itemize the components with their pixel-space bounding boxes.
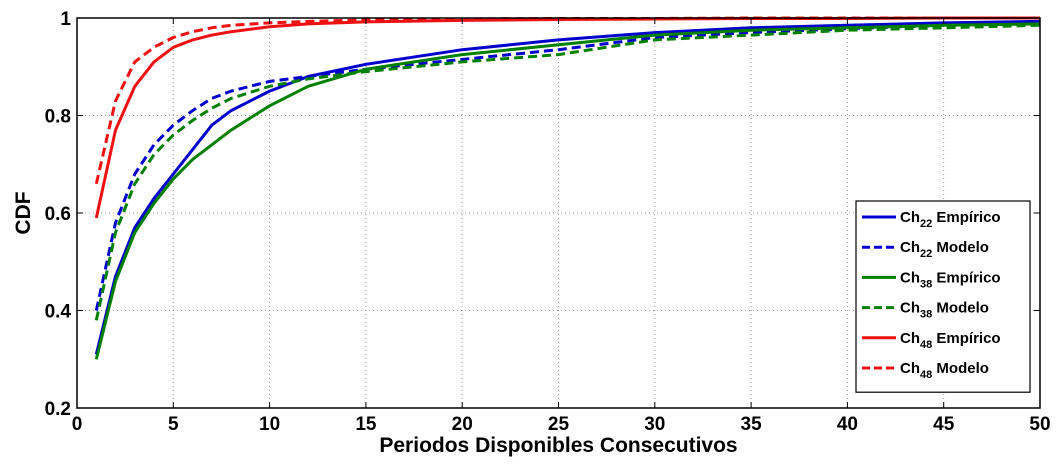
x-axis-label: Periodos Disponibles Consecutivos xyxy=(379,434,737,457)
y-tick-label: 0.8 xyxy=(45,107,71,128)
x-tick-label: 5 xyxy=(168,414,179,435)
legend-label-2: Ch38 Empírico xyxy=(900,269,1001,290)
legend-box xyxy=(855,200,1031,393)
series-line-3 xyxy=(94,23,1041,321)
x-tick-label: 25 xyxy=(548,414,570,435)
y-axis-label: CDF xyxy=(12,191,35,234)
x-tick-label: 35 xyxy=(741,414,763,435)
series-line-4 xyxy=(94,16,1040,219)
y-tick-label: 0.4 xyxy=(45,302,72,323)
legend-label-5: Ch48 Modelo xyxy=(900,360,989,381)
series-line-0 xyxy=(94,19,1041,355)
legend-label-4: Ch48 Empírico xyxy=(900,330,1001,351)
x-tick-label: 40 xyxy=(837,414,858,435)
x-tick-label: 50 xyxy=(1029,414,1050,435)
y-tick-label: 0.6 xyxy=(45,204,71,225)
y-tick-label: 1 xyxy=(60,9,71,30)
legend-label-3: Ch38 Modelo xyxy=(900,300,989,321)
ticks: 0 5 10 15 20 25 30 35 40 45 50 0.2 0.4 0.6 0.8 1 xyxy=(45,9,1051,435)
grid xyxy=(77,18,1040,408)
x-tick-label: 45 xyxy=(933,414,955,435)
legend: Ch22 Empírico Ch22 Modelo Ch38 Empírico Ch3… xyxy=(855,200,1031,393)
x-tick-label: 30 xyxy=(644,414,665,435)
legend-label-0: Ch22 Empírico xyxy=(900,209,1001,230)
x-tick-label: 10 xyxy=(259,414,280,435)
x-tick-label: 0 xyxy=(72,414,83,435)
x-tick-label: 15 xyxy=(355,414,377,435)
y-tick-label: 0.2 xyxy=(45,399,71,420)
series-line-5 xyxy=(94,16,1040,185)
legend-label-1: Ch22 Modelo xyxy=(900,239,989,260)
x-tick-label: 20 xyxy=(452,414,473,435)
series-line-1 xyxy=(94,21,1041,311)
series-line-2 xyxy=(94,22,1041,360)
